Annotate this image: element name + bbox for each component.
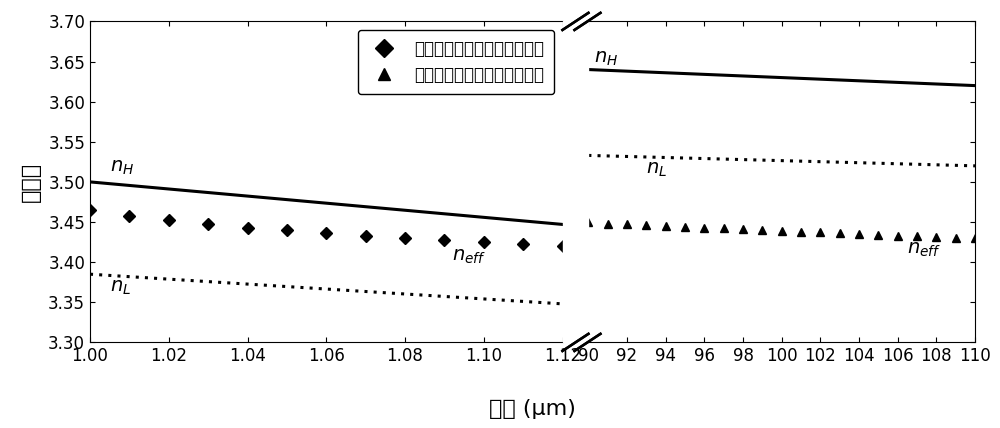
Text: $n_L$: $n_L$ [646, 160, 667, 179]
Text: 波长 (μm): 波长 (μm) [489, 399, 576, 419]
Text: $n_H$: $n_H$ [110, 158, 134, 177]
Legend: 受抑遂穿式光子带隙导引模式, 布拉格形式光子带隙导引模式: 受抑遂穿式光子带隙导引模式, 布拉格形式光子带隙导引模式 [358, 30, 554, 94]
Text: $n_L$: $n_L$ [110, 278, 131, 297]
Text: $n_{eff}$: $n_{eff}$ [907, 241, 941, 259]
Text: $n_{eff}$: $n_{eff}$ [452, 247, 486, 266]
Y-axis label: 折射率: 折射率 [21, 162, 41, 202]
Text: $n_H$: $n_H$ [594, 49, 618, 68]
